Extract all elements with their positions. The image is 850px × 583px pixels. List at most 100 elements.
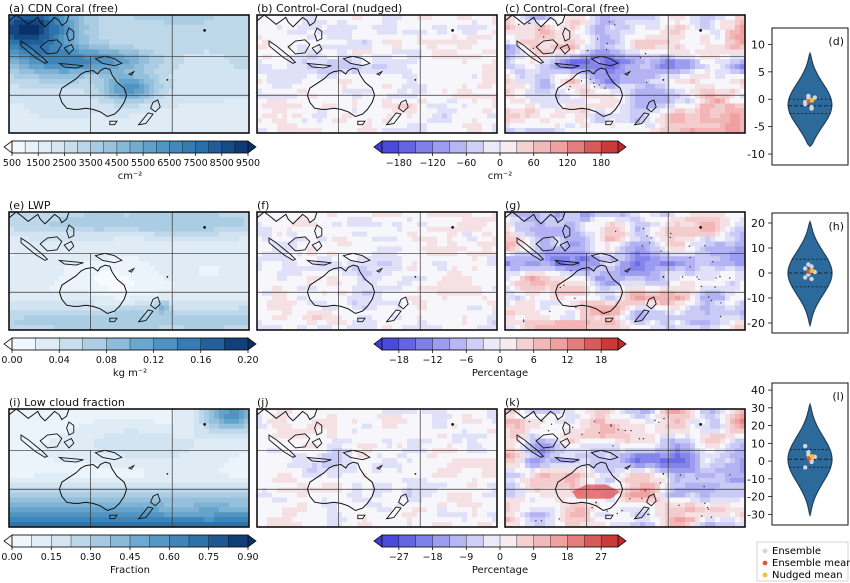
- island-dot: [166, 276, 169, 278]
- map-field: [257, 212, 497, 330]
- ensemble-point: [803, 443, 808, 449]
- colorbar-segment: [432, 534, 450, 548]
- violin-plot-0: (d) -10 -5 0 5 10: [747, 27, 849, 166]
- map-field: [505, 212, 745, 330]
- colorbars-layer: 500 1500 2500 3500 4500 5500 6500 7500 8500 9500 c…: [1, 140, 627, 576]
- map-frame: [504, 211, 746, 331]
- colorbar-tick-label: −9: [459, 552, 473, 563]
- nudged-mean-point: [809, 98, 815, 103]
- ensemble-point: [803, 465, 808, 470]
- colorbar-segment: [398, 140, 417, 154]
- colorbar-unit-label: cm⁻²: [118, 171, 143, 182]
- map-frame: [8, 211, 250, 331]
- coastline-island: [357, 120, 366, 126]
- coastline-island: [268, 434, 297, 458]
- colorbar-max-arrow: [247, 337, 257, 351]
- island-dot: [699, 422, 702, 426]
- coastline-island: [287, 39, 311, 55]
- map-frame: [504, 14, 746, 134]
- colorbar-min-arrow: [3, 534, 13, 548]
- colorbar-tick-label: 18: [595, 355, 607, 366]
- coastline-island: [127, 70, 136, 76]
- colorbar-tick-label: 60: [528, 158, 540, 169]
- colorbar-1-0: 0.00 0.04 0.08 0.12 0.16 0.20 kg m⁻²: [1, 337, 259, 379]
- island-dot: [203, 422, 207, 426]
- y-tick-label: -20: [747, 491, 765, 504]
- significance-stipple: [518, 21, 648, 91]
- colorbar-segment: [600, 140, 619, 154]
- colorbar-tick-label: 7500: [183, 158, 207, 169]
- colorbar-tick-label: 0.00: [1, 355, 22, 366]
- colorbar-segment: [77, 140, 92, 154]
- colorbar-tick-label: 2500: [52, 158, 76, 169]
- coastline-island: [311, 437, 323, 449]
- colorbar-unit-label: Fraction: [110, 565, 150, 576]
- colorbar-segment: [550, 337, 568, 351]
- ensemble-point: [806, 450, 811, 455]
- island-dot: [699, 225, 702, 229]
- island-dot: [451, 225, 454, 229]
- colorbar-segment: [224, 337, 249, 351]
- map-panel-label: (f): [257, 199, 269, 212]
- nudged-mean-point: [809, 454, 815, 459]
- colorbar-segment: [415, 337, 434, 351]
- coastline-island: [287, 236, 311, 252]
- coastline-island: [605, 514, 614, 520]
- map-field: [505, 409, 745, 527]
- coastline-island: [314, 27, 323, 42]
- colorbar-segment: [35, 337, 60, 351]
- map-panel-label: (c) Control-Coral (free): [505, 2, 629, 15]
- coastline-asia: [9, 409, 70, 422]
- coastline-island: [398, 296, 409, 310]
- map-panel-label: (a) CDN Coral (free): [9, 2, 118, 15]
- island-dot: [414, 79, 417, 81]
- violin-panel-label: (l): [832, 390, 844, 403]
- coastline-island: [63, 240, 75, 252]
- colorbar-segment: [567, 534, 585, 548]
- colorbar-segment: [156, 140, 170, 154]
- colorbar-min-arrow: [373, 534, 383, 548]
- violin-plot-2: (l) -30 -20 -10 0 10 20 30 40: [747, 382, 849, 526]
- colorbar-tick-label: −120: [420, 158, 446, 169]
- colorbar-segment: [533, 337, 552, 351]
- colorbar-segment: [195, 140, 210, 154]
- colorbar-segment: [188, 534, 210, 548]
- ensemble-point: [809, 276, 814, 282]
- colorbar-tick-label: −6: [459, 355, 473, 366]
- coastline-island: [109, 120, 118, 126]
- colorbar-0-1: −180 −120 −60 0 60 120 180 cm⁻²: [373, 140, 627, 182]
- coastline-island: [150, 99, 161, 113]
- colorbar-tick-label: 0.12: [143, 355, 164, 366]
- coastline-island: [287, 433, 311, 449]
- colorbar-segment: [51, 140, 65, 154]
- colorbar-segment: [381, 140, 400, 154]
- coastline-island: [20, 40, 49, 64]
- legend-ensemble-label: Ensemble: [772, 546, 821, 557]
- colorbar-segment: [466, 140, 484, 154]
- y-tick-label: 30: [751, 402, 765, 415]
- map-panel-1-0: (e) LWP: [8, 199, 250, 331]
- colorbar-segment: [415, 140, 434, 154]
- colorbar-tick-label: 6: [531, 355, 537, 366]
- coastline-asia: [9, 15, 70, 28]
- colorbar-segment: [584, 534, 602, 548]
- map-panel-label: (b) Control-Coral (nudged): [257, 2, 402, 15]
- colorbar-max-arrow: [617, 337, 627, 351]
- coastline-australia: [554, 264, 624, 315]
- coastline-island: [646, 296, 657, 310]
- map-field: [257, 409, 497, 527]
- map-field: [257, 15, 497, 133]
- coastline-island: [385, 309, 402, 323]
- violin-plot-1: (h) -20 -10 0 10 20: [747, 212, 849, 334]
- colorbar-segment: [533, 140, 552, 154]
- colorbar-segment: [11, 534, 33, 548]
- maps-layer: (a) CDN Coral (free) (b) Control-Coral (n…: [8, 2, 746, 528]
- y-tick-label: 10: [751, 38, 765, 51]
- coastline-island: [623, 70, 632, 76]
- coastline-island: [311, 240, 323, 252]
- colorbar-tick-label: −27: [389, 552, 409, 563]
- colorbar-frame: [11, 140, 249, 154]
- colorbar-segment: [482, 534, 501, 548]
- map-frame: [256, 211, 498, 331]
